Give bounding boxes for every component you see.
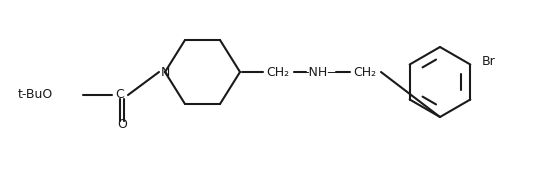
Text: N: N [160, 65, 170, 79]
Text: CH₂: CH₂ [354, 65, 377, 79]
Text: CH₂: CH₂ [266, 65, 289, 79]
Text: t-BuO: t-BuO [18, 88, 53, 101]
Text: O: O [117, 118, 127, 132]
Text: —NH—: —NH— [296, 65, 340, 79]
Text: C: C [116, 88, 125, 101]
Text: Br: Br [481, 55, 495, 68]
